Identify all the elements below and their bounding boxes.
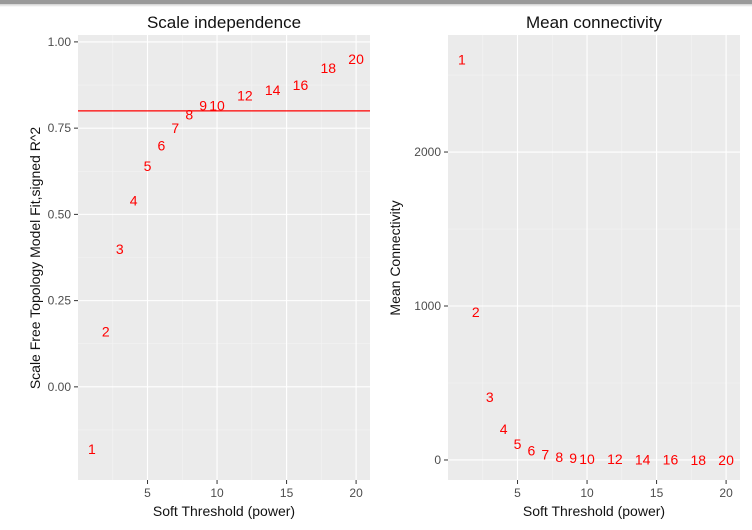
window-top-shadow xyxy=(0,4,752,7)
y-tick-label: 0.50 xyxy=(48,207,72,221)
chart-title: Mean connectivity xyxy=(526,13,663,32)
y-axis-title: Mean Connectivity xyxy=(387,200,403,315)
power-point-label: 9 xyxy=(199,98,207,114)
power-point-label: 20 xyxy=(718,452,734,468)
power-point-label: 3 xyxy=(486,389,494,405)
x-axis-title: Soft Threshold (power) xyxy=(153,503,295,519)
x-axis-title: Soft Threshold (power) xyxy=(523,503,665,519)
y-tick-label: 0 xyxy=(434,453,441,467)
power-point-label: 12 xyxy=(607,451,623,467)
power-point-label: 18 xyxy=(690,452,706,468)
x-tick-label: 20 xyxy=(349,486,363,500)
power-point-label: 7 xyxy=(541,447,549,463)
y-tick-label: 1000 xyxy=(414,299,441,313)
x-tick-label: 20 xyxy=(719,486,733,500)
x-tick-label: 10 xyxy=(210,486,224,500)
power-point-label: 8 xyxy=(555,449,563,465)
power-point-label: 8 xyxy=(185,106,193,122)
power-point-label: 2 xyxy=(102,324,110,340)
chart-title: Scale independence xyxy=(147,13,301,32)
plot-panel-background xyxy=(448,35,740,480)
y-tick-label: 0.00 xyxy=(48,380,72,394)
x-tick-label: 5 xyxy=(514,486,521,500)
power-point-label: 3 xyxy=(116,241,124,257)
power-point-label: 5 xyxy=(144,158,152,174)
power-point-label: 1 xyxy=(88,441,96,457)
window-top-edge xyxy=(0,0,752,4)
x-tick-label: 15 xyxy=(650,486,664,500)
x-tick-label: 15 xyxy=(280,486,294,500)
power-point-label: 16 xyxy=(293,77,309,93)
power-point-label: 12 xyxy=(237,87,253,103)
power-point-label: 18 xyxy=(320,60,336,76)
power-point-label: 1 xyxy=(458,52,466,68)
power-point-label: 5 xyxy=(514,436,522,452)
x-tick-label: 5 xyxy=(144,486,151,500)
y-tick-label: 0.25 xyxy=(48,294,72,308)
power-point-label: 6 xyxy=(158,137,166,153)
y-tick-label: 0.75 xyxy=(48,121,72,135)
power-point-label: 10 xyxy=(579,451,595,467)
power-point-label: 14 xyxy=(635,452,651,468)
power-point-label: 2 xyxy=(472,304,480,320)
power-point-label: 10 xyxy=(209,98,225,114)
power-point-label: 7 xyxy=(171,120,179,136)
power-point-label: 6 xyxy=(528,443,536,459)
power-point-label: 20 xyxy=(348,51,364,67)
power-point-label: 9 xyxy=(569,450,577,466)
x-tick-label: 10 xyxy=(580,486,594,500)
power-point-label: 14 xyxy=(265,82,281,98)
power-point-label: 4 xyxy=(500,421,508,437)
power-point-label: 4 xyxy=(130,193,138,209)
y-axis-title: Scale Free Topology Model Fit,signed R^2 xyxy=(27,127,43,390)
y-tick-label: 1.00 xyxy=(48,35,72,49)
y-tick-label: 2000 xyxy=(414,145,441,159)
power-point-label: 16 xyxy=(663,452,679,468)
